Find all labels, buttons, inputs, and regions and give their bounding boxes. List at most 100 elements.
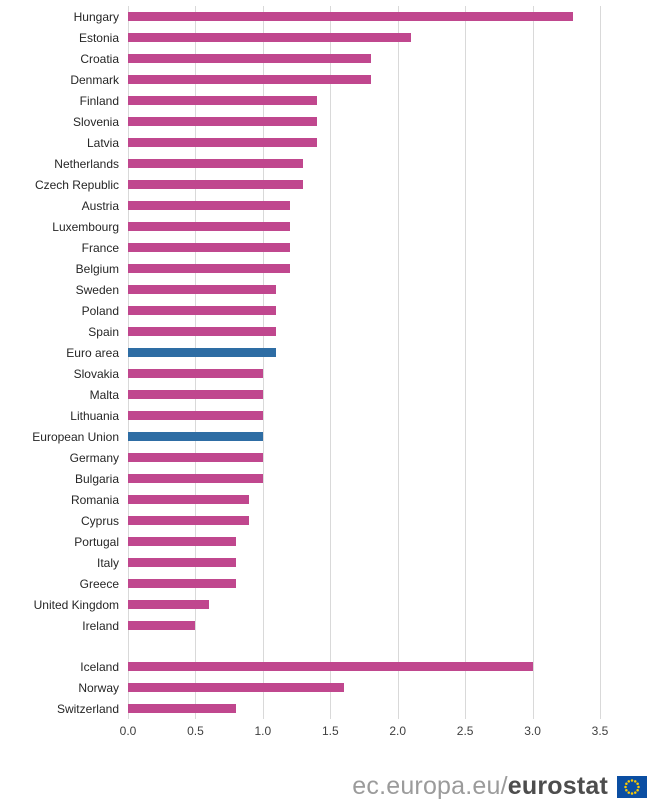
category-label: European Union — [32, 429, 119, 444]
chart-bar-row: Lithuania — [70, 405, 600, 426]
category-label: Sweden — [75, 282, 119, 297]
chart-bar-row: Belgium — [76, 258, 600, 279]
category-label: Croatia — [80, 51, 119, 66]
category-label: Slovenia — [72, 114, 119, 129]
x-tick-label: 3.5 — [591, 724, 609, 738]
group-gap — [128, 636, 600, 656]
chart-bar-row: Portugal — [74, 531, 600, 552]
bar-euro-area — [128, 348, 277, 357]
bar-chart: Hungary Estonia Croatia Denmark Finland Slove… — [32, 6, 609, 746]
chart-bar-row: Luxembourg — [52, 216, 600, 237]
chart-bar-row: Spain — [88, 321, 600, 342]
category-label: Euro area — [66, 345, 119, 360]
footer-text: ec.europa.eu/eurostat — [352, 772, 608, 801]
category-label: Germany — [69, 450, 119, 465]
bar-poland — [128, 306, 277, 315]
category-label: Lithuania — [70, 408, 119, 423]
chart-bar-row: Finland — [80, 90, 600, 111]
category-label: Austria — [81, 198, 119, 213]
bar-cyprus — [128, 516, 250, 525]
bar-united-kingdom — [128, 600, 209, 609]
chart-bar-row: Estonia — [79, 27, 600, 48]
gridline — [397, 6, 399, 719]
bar-hungary — [128, 12, 574, 21]
x-tick-label: 2.0 — [389, 724, 407, 738]
gridline — [262, 6, 264, 719]
gridline — [330, 6, 332, 719]
bar-lithuania — [128, 411, 263, 420]
chart-bar-row: Sweden — [76, 279, 600, 300]
bar-italy — [128, 558, 236, 567]
category-label: Romania — [70, 492, 119, 507]
category-label: Norway — [78, 680, 119, 695]
x-tick-label: 0.5 — [187, 724, 204, 738]
x-tick-label: 0.0 — [119, 724, 137, 738]
bar-denmark — [128, 75, 371, 84]
bar-czech-republic — [128, 180, 304, 189]
bar-austria — [128, 201, 290, 210]
category-label: Greece — [79, 576, 119, 591]
bar-switzerland — [128, 704, 236, 713]
category-label: Iceland — [80, 659, 119, 674]
chart-bar-row: Poland — [82, 300, 600, 321]
chart-bar-row: Euro area — [66, 342, 600, 363]
bar-rows: Hungary Estonia Croatia Denmark Finland Slove… — [32, 6, 600, 719]
chart-bar-row: European Union — [32, 426, 600, 447]
chart-bar-row: Denmark — [70, 69, 600, 90]
chart-bar-row: Netherlands — [54, 153, 600, 174]
plot-area: Hungary Estonia Croatia Denmark Finland Slove… — [32, 6, 601, 719]
category-label: Switzerland — [56, 701, 119, 716]
footer: ec.europa.eu/eurostat — [0, 772, 663, 801]
chart-bar-row: Austria — [82, 195, 600, 216]
x-tick-label: 1.5 — [321, 724, 339, 738]
chart-bar-row: France — [82, 237, 600, 258]
category-label: Slovakia — [73, 366, 119, 381]
category-label: Portugal — [74, 534, 119, 549]
category-label: Italy — [96, 555, 119, 570]
chart-bar-row: Croatia — [80, 48, 600, 69]
chart-bar-row: Latvia — [87, 132, 600, 153]
category-label: Czech Republic — [34, 177, 119, 192]
category-label: Cyprus — [80, 513, 119, 528]
chart-bar-row: Iceland — [80, 656, 600, 677]
gridline — [195, 6, 197, 719]
chart-bar-row: Romania — [71, 489, 600, 510]
category-label: Netherlands — [54, 156, 119, 171]
gridline — [465, 6, 467, 719]
bar-malta — [128, 390, 263, 399]
category-label: Spain — [88, 324, 119, 339]
eurostat-logo-text: eurostat — [507, 772, 608, 800]
chart-bar-row: Ireland — [82, 615, 600, 636]
bar-sweden — [128, 285, 277, 294]
chart-bar-row: Bulgaria — [75, 468, 600, 489]
chart-bar-row: Malta — [90, 384, 600, 405]
bar-greece — [128, 579, 236, 588]
bar-ireland — [128, 621, 196, 630]
category-label: Denmark — [70, 72, 119, 87]
category-label: Belgium — [75, 261, 119, 276]
gridline — [128, 6, 129, 719]
bar-spain — [128, 327, 277, 336]
category-label: United Kingdom — [33, 597, 119, 612]
x-tick-label: 3.0 — [524, 724, 541, 738]
category-label: Bulgaria — [74, 471, 119, 486]
chart-bar-row: Slovenia — [73, 111, 600, 132]
x-axis: 0.0 0.5 1.0 1.5 2.0 2.5 3.0 3.5 — [120, 724, 609, 746]
gridline — [532, 6, 534, 719]
category-label: France — [81, 240, 119, 255]
x-tick-label: 1.0 — [254, 724, 272, 738]
footer-url-prefix: ec.europa.eu/ — [352, 772, 508, 800]
chart-bar-row: Norway — [78, 677, 600, 698]
bar-belgium — [128, 264, 290, 273]
category-label: Finland — [79, 93, 119, 108]
bar-finland — [128, 96, 317, 105]
category-label: Hungary — [73, 9, 119, 24]
category-label: Malta — [89, 387, 119, 402]
chart-bar-row: Hungary — [74, 6, 600, 27]
category-label: Latvia — [86, 135, 119, 150]
gridline — [600, 6, 601, 719]
chart-bar-row: United Kingdom — [34, 594, 600, 615]
bar-slovenia — [128, 117, 317, 126]
bar-bulgaria — [128, 474, 263, 483]
x-tick-label: 2.5 — [456, 724, 474, 738]
